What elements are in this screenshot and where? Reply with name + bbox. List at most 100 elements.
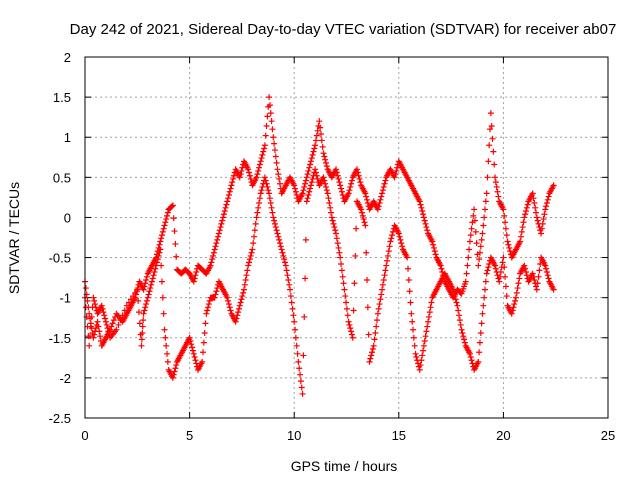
data-point — [429, 238, 436, 245]
data-point — [479, 230, 486, 237]
data-point — [385, 248, 392, 255]
data-point — [512, 294, 519, 301]
data-point — [479, 310, 486, 317]
data-point — [218, 220, 225, 227]
data-point — [110, 317, 117, 324]
data-point — [376, 301, 383, 308]
data-point — [95, 323, 102, 330]
series-track-b — [82, 166, 557, 397]
data-point — [148, 278, 155, 285]
data-point — [164, 358, 171, 365]
data-point — [319, 143, 326, 150]
data-point — [201, 329, 208, 336]
data-point — [280, 252, 287, 259]
data-point — [368, 352, 375, 359]
data-point — [306, 164, 313, 171]
x-tick-label: 25 — [601, 428, 615, 443]
data-point — [324, 190, 331, 197]
data-point — [266, 190, 273, 197]
data-point — [101, 312, 108, 319]
data-point — [261, 174, 268, 181]
data-point — [521, 214, 528, 221]
data-point — [392, 171, 399, 178]
x-tick-label: 5 — [186, 428, 193, 443]
data-point — [336, 249, 343, 256]
data-point — [145, 291, 152, 298]
data-point — [155, 252, 162, 259]
data-point — [351, 280, 358, 287]
data-point — [276, 240, 283, 247]
data-point — [157, 246, 164, 253]
data-point — [471, 206, 478, 213]
data-point — [468, 357, 475, 364]
data-point — [161, 326, 168, 333]
data-point — [105, 328, 112, 335]
data-point — [258, 155, 265, 162]
data-point — [235, 309, 242, 316]
y-tick-label: -1 — [59, 291, 71, 306]
data-point — [321, 177, 328, 184]
data-point — [377, 196, 384, 203]
data-point — [481, 286, 488, 293]
data-point — [426, 309, 433, 316]
data-point — [288, 299, 295, 306]
data-point — [482, 278, 489, 285]
data-point — [173, 362, 180, 369]
data-point — [289, 305, 296, 312]
grid-lines — [85, 57, 608, 418]
data-point — [386, 243, 393, 250]
data-point — [476, 349, 483, 356]
data-point — [226, 304, 233, 311]
data-point — [534, 217, 541, 224]
y-tick-label: 0 — [64, 210, 71, 225]
data-point — [374, 310, 381, 317]
data-point — [191, 275, 198, 282]
data-point — [272, 153, 279, 160]
data-point — [204, 307, 211, 314]
data-point — [294, 350, 301, 357]
data-point — [256, 200, 263, 207]
y-tick-label: -1.5 — [49, 331, 71, 346]
data-point — [304, 171, 311, 178]
data-point — [384, 257, 391, 264]
data-point — [283, 267, 290, 274]
data-point — [467, 354, 474, 361]
data-point — [281, 259, 288, 266]
data-point — [189, 344, 196, 351]
data-point — [210, 249, 217, 256]
data-point — [381, 180, 388, 187]
data-point — [270, 134, 277, 141]
data-point — [378, 291, 385, 298]
data-point — [307, 182, 314, 189]
data-point — [108, 323, 115, 330]
data-point — [481, 294, 488, 301]
data-point — [365, 331, 372, 338]
data-point — [420, 342, 427, 349]
data-point — [486, 142, 493, 149]
data-point — [399, 243, 406, 250]
data-point — [312, 166, 319, 173]
data-point — [423, 328, 430, 335]
data-point — [517, 238, 524, 245]
data-point — [461, 336, 468, 343]
data-point — [333, 169, 340, 176]
data-point — [471, 217, 478, 224]
data-point — [297, 371, 304, 378]
data-point — [113, 326, 120, 333]
data-point — [132, 289, 139, 296]
data-point — [544, 196, 551, 203]
data-point — [169, 202, 176, 209]
data-point — [274, 166, 281, 173]
data-point — [287, 286, 294, 293]
data-point — [408, 310, 415, 317]
data-point — [254, 209, 261, 216]
data-point — [233, 315, 240, 322]
data-point — [211, 246, 218, 253]
y-tick-labels: -2.5 -2 -1.5 -1 -0.5 0 0.5 1 1.5 2 — [49, 50, 71, 426]
data-point — [510, 304, 517, 311]
data-point — [530, 273, 537, 280]
data-point — [292, 334, 299, 341]
data-point — [241, 281, 248, 288]
data-point — [238, 296, 245, 303]
data-point — [416, 366, 423, 373]
